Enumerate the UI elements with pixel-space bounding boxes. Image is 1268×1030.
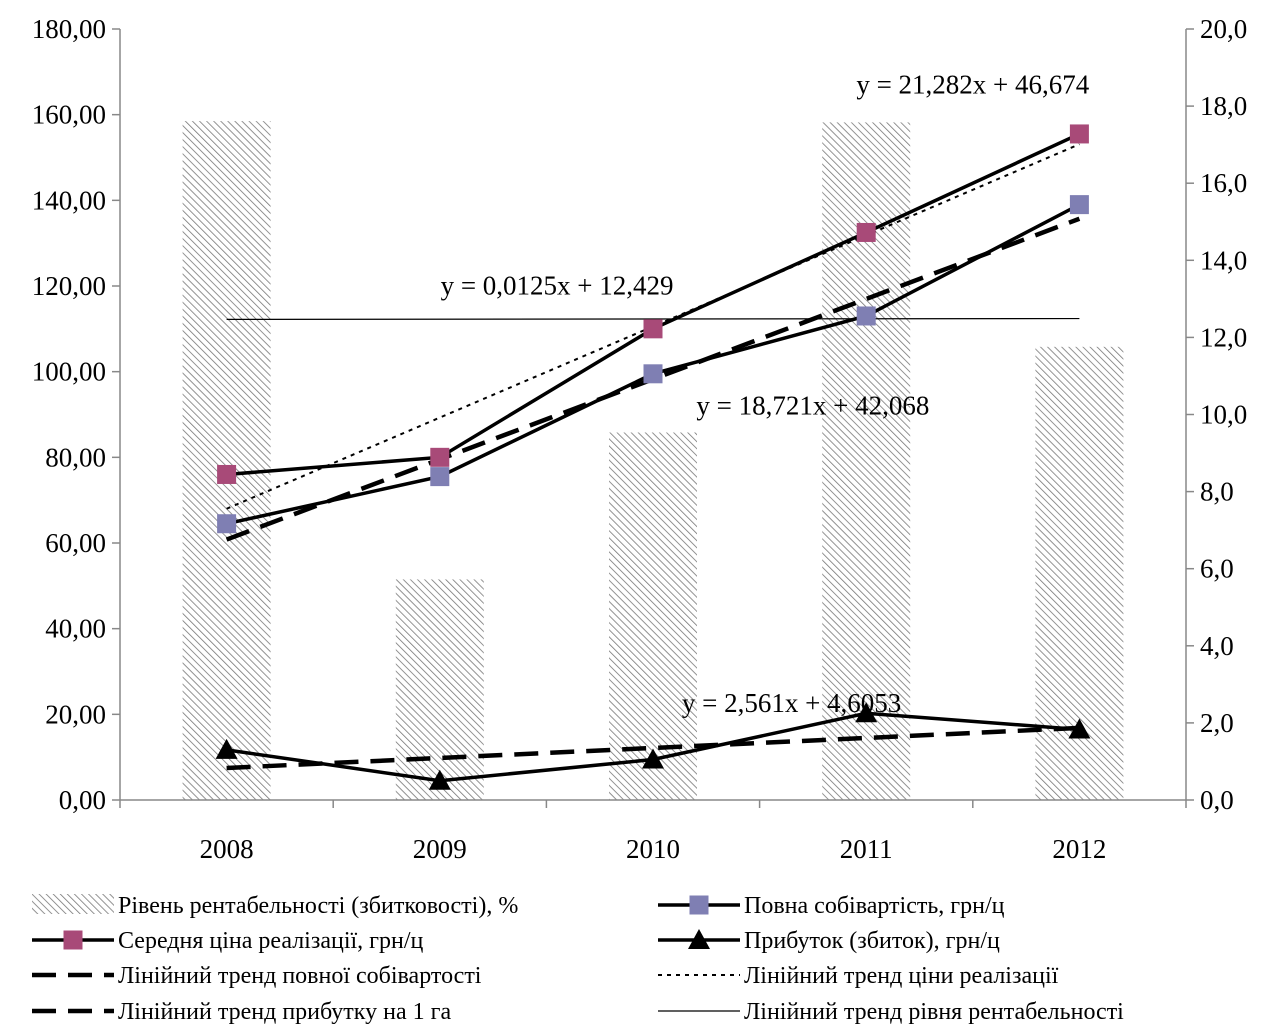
trend-line-3 bbox=[226, 317, 1080, 321]
legend-swatch-marker bbox=[688, 929, 710, 949]
series-point-1-2009 bbox=[430, 447, 450, 467]
series-point-2-2009 bbox=[428, 769, 451, 790]
legend-item: Лінійний тренд рівня рентабельності bbox=[658, 999, 1124, 1025]
legend: Рівень рентабельності (збитковості), % По… bbox=[32, 893, 1124, 1025]
series-point-1-2010 bbox=[643, 319, 663, 339]
y-left-tick-label: 0,00 bbox=[59, 785, 106, 815]
y-right-tick-label: 4,0 bbox=[1200, 631, 1234, 661]
x-tick-label: 2010 bbox=[626, 834, 680, 864]
y-left-tick-label: 140,00 bbox=[32, 185, 106, 215]
legend-label: Лінійний тренд ціни реалізації bbox=[744, 963, 1059, 989]
legend-label: Рівень рентабельності (збитковості), % bbox=[118, 893, 518, 919]
legend-label: Лінійний тренд рівня рентабельності bbox=[744, 999, 1124, 1025]
series-point-1-2011 bbox=[856, 222, 876, 242]
axes-layer: 0,00 20,00 40,00 60,00 80,00 100,00 120,00 140,… bbox=[32, 14, 1248, 864]
y-right-tick-label: 16,0 bbox=[1200, 168, 1247, 198]
series-point-0-2012 bbox=[1069, 195, 1089, 215]
series-point-2-2008 bbox=[215, 738, 238, 759]
y-left-tick-label: 160,00 bbox=[32, 100, 106, 130]
trend-equation: y = 0,0125x + 12,429 bbox=[441, 271, 674, 301]
legend-label: Лінійний тренд повної собівартості bbox=[118, 963, 482, 989]
y-right-tick-label: 6,0 bbox=[1200, 554, 1234, 584]
legend-label: Прибуток (збиток), грн/ц bbox=[744, 928, 1000, 954]
x-tick-label: 2011 bbox=[840, 834, 893, 864]
y-right-tick-label: 0,0 bbox=[1200, 785, 1234, 815]
y-left-tick-label: 180,00 bbox=[32, 14, 106, 44]
series-point-2-2010 bbox=[642, 748, 664, 769]
legend-item: Лінійний тренд ціни реалізації bbox=[658, 963, 1059, 989]
series-point-0-2008 bbox=[217, 514, 237, 534]
y-right-tick-label: 10,0 bbox=[1200, 400, 1247, 430]
x-tick-label: 2009 bbox=[413, 834, 467, 864]
x-tick-label: 2008 bbox=[200, 834, 254, 864]
trend-line-1 bbox=[226, 143, 1080, 510]
lines-layer bbox=[215, 124, 1091, 790]
series-point-1-2012 bbox=[1069, 124, 1089, 144]
bar-2009 bbox=[395, 579, 484, 800]
x-tick-label: 2012 bbox=[1052, 834, 1106, 864]
y-left-tick-label: 60,00 bbox=[45, 528, 106, 558]
legend-swatch-marker bbox=[63, 930, 83, 950]
y-left-tick-label: 120,00 bbox=[32, 271, 106, 301]
y-right-tick-label: 20,0 bbox=[1200, 14, 1247, 44]
legend-label: Повна собівартість, грн/ц bbox=[744, 893, 1005, 919]
series-line-1 bbox=[226, 132, 1081, 477]
y-right-tick-label: 14,0 bbox=[1200, 245, 1247, 275]
bars-layer bbox=[182, 121, 1124, 801]
series-point-0-2009 bbox=[430, 467, 450, 487]
y-right-tick-label: 8,0 bbox=[1200, 477, 1234, 507]
legend-swatch bbox=[32, 894, 114, 914]
legend-swatch-marker bbox=[689, 895, 709, 915]
trend-equation: y = 18,721x + 42,068 bbox=[696, 391, 929, 421]
legend-item: Середня ціна реалізації, грн/ц bbox=[32, 928, 424, 954]
series-point-2-2012 bbox=[1068, 718, 1091, 739]
bar-2008 bbox=[182, 121, 271, 800]
legend-label: Середня ціна реалізації, грн/ц bbox=[118, 928, 424, 954]
legend-item: Лінійний тренд прибутку на 1 га bbox=[32, 999, 451, 1025]
y-left-tick-label: 40,00 bbox=[45, 614, 106, 644]
legend-item: Повна собівартість, грн/ц bbox=[658, 893, 1005, 919]
series-point-0-2011 bbox=[856, 306, 876, 326]
series-point-0-2010 bbox=[643, 364, 663, 384]
series-point-2-2011 bbox=[855, 702, 878, 723]
legend-item: Прибуток (збиток), грн/ц bbox=[658, 928, 1000, 954]
series-point-1-2008 bbox=[217, 464, 237, 484]
y-right-tick-label: 2,0 bbox=[1200, 708, 1234, 738]
y-right-tick-label: 12,0 bbox=[1200, 322, 1247, 352]
y-left-tick-label: 20,00 bbox=[45, 699, 106, 729]
y-left-tick-label: 80,00 bbox=[45, 442, 106, 472]
y-right-tick-label: 18,0 bbox=[1200, 91, 1247, 121]
trend-equation: y = 2,561x + 4,6053 bbox=[682, 688, 901, 718]
legend-label: Лінійний тренд прибутку на 1 га bbox=[118, 999, 451, 1025]
bar-2010 bbox=[609, 432, 697, 800]
trend-equation: y = 21,282x + 46,674 bbox=[856, 69, 1089, 99]
y-left-tick-label: 100,00 bbox=[32, 357, 106, 387]
legend-item: Рівень рентабельності (збитковості), % bbox=[32, 893, 518, 919]
legend-item: Лінійний тренд повної собівартості bbox=[32, 963, 482, 989]
equations-layer: y = 21,282x + 46,674 y = 0,0125x + 12,429… bbox=[441, 69, 1090, 718]
